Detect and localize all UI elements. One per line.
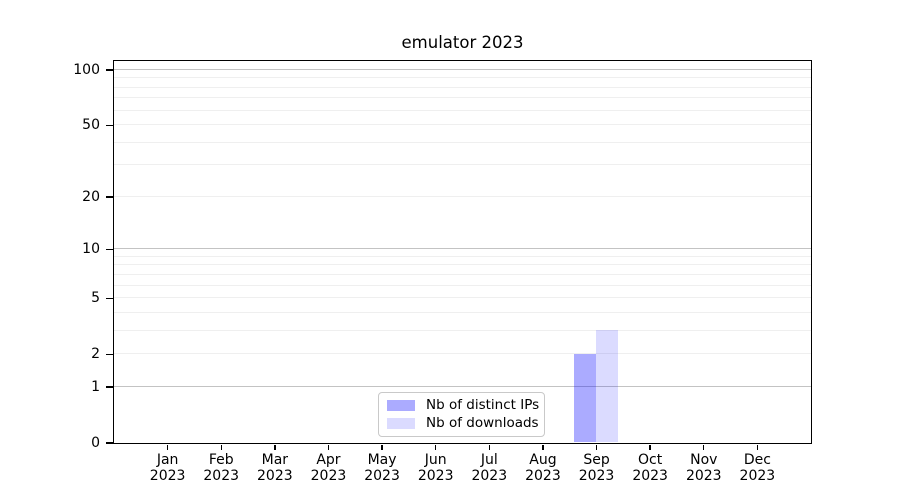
y-tick-label: 1 [91, 378, 100, 395]
x-tick-label-year: 2023 [257, 468, 293, 484]
y-tick-mark [106, 69, 113, 71]
x-tick-mark [381, 444, 383, 450]
x-tick-label-month: Jan [156, 452, 179, 468]
gridline-minor [113, 164, 811, 166]
x-tick-label-year: 2023 [417, 468, 454, 484]
gridline-minor [113, 109, 811, 111]
x-tick-label-month: Jun [424, 452, 447, 468]
y-tick-mark [106, 353, 113, 355]
x-tick-label-year: 2023 [471, 468, 508, 484]
gridline-minor [113, 141, 811, 143]
y-tick-mark [106, 248, 113, 250]
x-tick-mark [274, 444, 276, 450]
x-tick-label-year: 2023 [632, 468, 668, 484]
x-tick-label-month: May [367, 452, 397, 468]
x-tick-mark [703, 444, 705, 450]
y-tick-mark [106, 297, 113, 299]
legend-item-downloads: Nb of downloads [387, 416, 544, 431]
x-tick-label-year: 2023 [685, 468, 722, 484]
gridline-major [113, 248, 811, 250]
gridline-minor [113, 353, 811, 355]
x-tick-label-year: 2023 [149, 468, 186, 484]
gridline-minor [113, 195, 811, 197]
gridline-minor [113, 86, 811, 88]
x-tick-mark [756, 444, 759, 450]
gridline-minor [113, 97, 811, 99]
plot-area [112, 59, 812, 444]
x-tick-label-month: Jul [480, 452, 498, 468]
y-tick-label: 100 [73, 62, 100, 78]
x-tick-label-month: Feb [208, 452, 234, 468]
x-tick-mark [542, 444, 544, 450]
y-tick-label: 50 [82, 117, 100, 134]
bar-distinct-ips [574, 353, 597, 443]
y-tick-label: 20 [82, 188, 100, 205]
legend-swatch-distinct-ips [387, 400, 415, 411]
x-tick-label-month: Oct [638, 452, 663, 468]
x-tick-label-month: Nov [690, 452, 718, 468]
chart-title: emulator 2023 [401, 33, 524, 52]
gridline-minor [113, 311, 811, 313]
legend: Nb of distinct IPs Nb of downloads [378, 392, 545, 437]
x-tick-mark [488, 444, 490, 450]
x-tick-label-month: Aug [529, 452, 557, 468]
gridline-minor [113, 264, 811, 266]
x-tick-label-month: Apr [316, 452, 341, 468]
x-tick-label-month: Sep [583, 452, 610, 468]
legend-item-distinct-ips: Nb of distinct IPs [387, 398, 544, 413]
x-tick-label-year: 2023 [525, 468, 561, 484]
x-tick-label-year: 2023 [310, 468, 347, 484]
gridline-major [113, 69, 811, 70]
x-tick-label-month: Mar [261, 452, 289, 468]
x-tick-mark [595, 444, 598, 450]
gridline-minor [113, 297, 811, 299]
gridline-minor [113, 329, 811, 331]
y-tick-label: 0 [91, 435, 100, 451]
y-tick-mark [106, 196, 113, 198]
bar-downloads [596, 330, 619, 443]
y-tick-label: 2 [91, 346, 100, 363]
x-tick-mark [166, 444, 169, 450]
gridline-major [113, 385, 811, 387]
x-tick-mark [649, 444, 651, 450]
y-tick-mark [106, 386, 113, 388]
y-tick-mark [106, 442, 113, 444]
gridline-minor [113, 284, 811, 286]
legend-label-downloads: Nb of downloads [426, 415, 539, 431]
y-tick-mark [106, 124, 113, 126]
x-tick-label-year: 2023 [364, 468, 400, 484]
x-tick-label-year: 2023 [739, 468, 776, 484]
x-tick-label-month: Dec [743, 452, 771, 468]
x-tick-mark [434, 444, 437, 450]
y-tick-label: 10 [82, 241, 100, 258]
y-tick-label: 5 [91, 290, 100, 307]
legend-label-distinct-ips: Nb of distinct IPs [426, 397, 540, 413]
gridline-minor [113, 77, 811, 79]
gridline-minor [113, 255, 811, 257]
x-tick-label-year: 2023 [203, 468, 240, 484]
gridline-minor [113, 273, 811, 275]
legend-swatch-downloads [387, 418, 415, 429]
gridline-minor [113, 124, 811, 126]
x-tick-mark [327, 444, 330, 450]
x-tick-mark [220, 444, 222, 450]
x-tick-label-year: 2023 [578, 468, 615, 484]
